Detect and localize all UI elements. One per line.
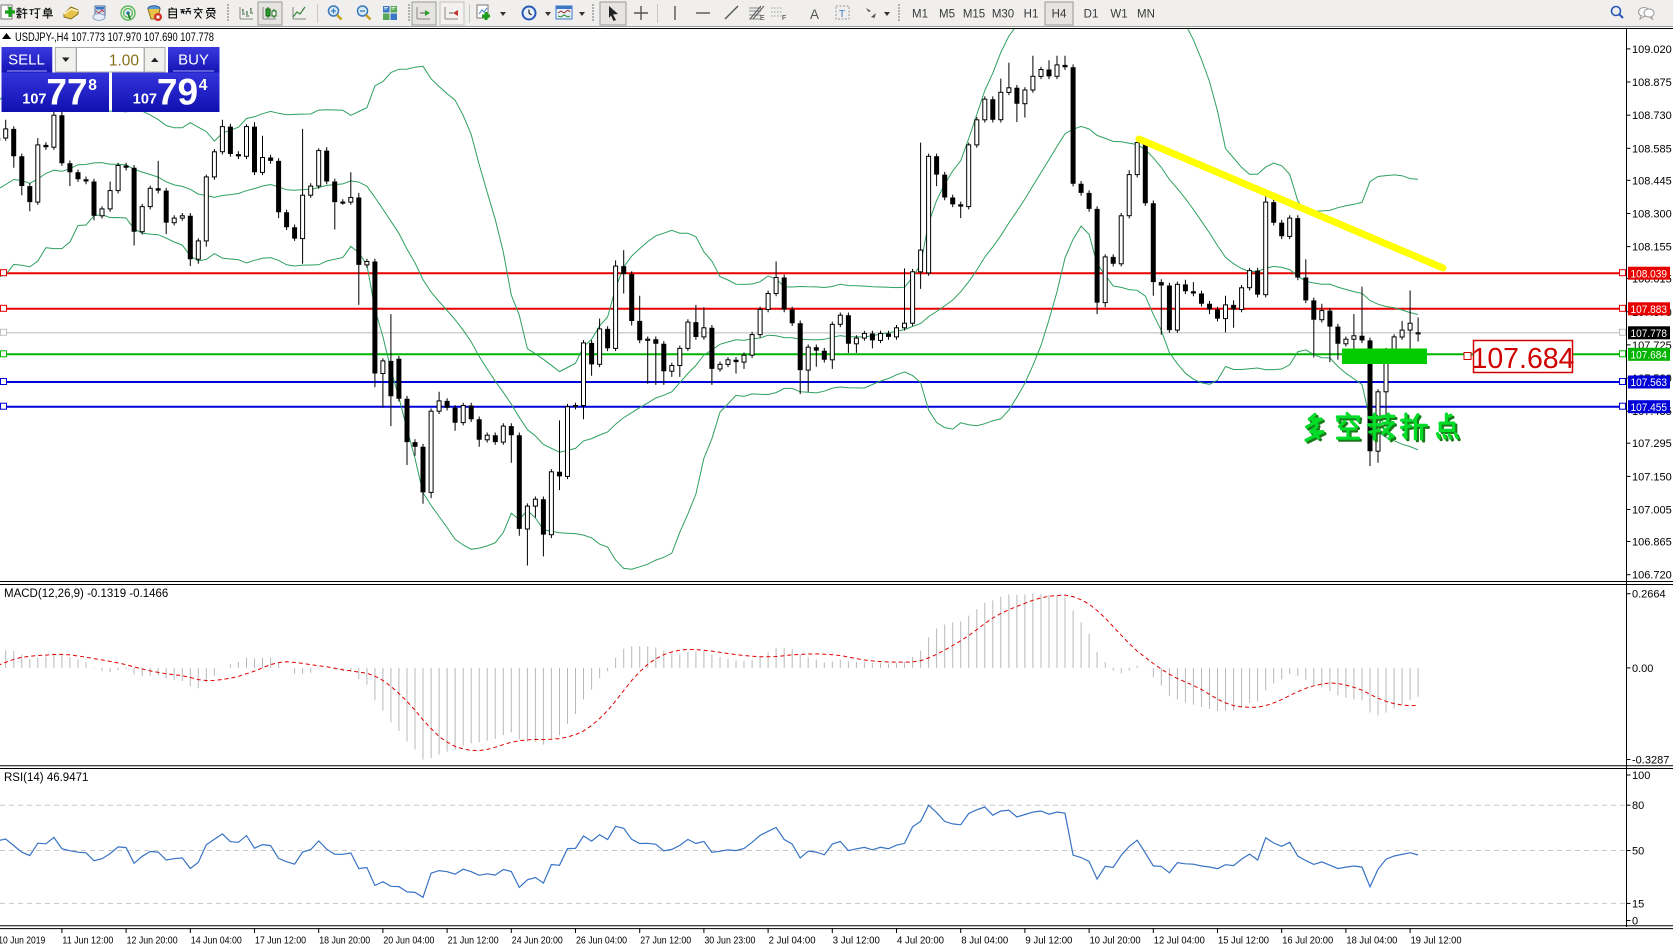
- svg-text:107.295: 107.295: [1632, 438, 1672, 450]
- svg-text:18 Jul 04:00: 18 Jul 04:00: [1346, 935, 1397, 947]
- svg-text:-0.3287: -0.3287: [1632, 755, 1669, 767]
- svg-text:MN: MN: [1137, 9, 1155, 21]
- svg-text:10 Jun 2019: 10 Jun 2019: [0, 935, 45, 947]
- svg-text:24 Jun 20:00: 24 Jun 20:00: [512, 935, 563, 947]
- svg-text:108.875: 108.875: [1632, 77, 1672, 89]
- svg-text:0.2664: 0.2664: [1632, 589, 1666, 601]
- svg-text:106.865: 106.865: [1632, 537, 1672, 549]
- svg-text:107.778: 107.778: [1631, 328, 1668, 340]
- svg-text:W1: W1: [1110, 9, 1127, 21]
- svg-text:H4: H4: [1052, 9, 1067, 21]
- svg-text:M30: M30: [992, 9, 1014, 21]
- svg-text:27 Jun 12:00: 27 Jun 12:00: [640, 935, 691, 947]
- svg-text:0.00: 0.00: [1632, 663, 1653, 675]
- svg-text:108.730: 108.730: [1632, 110, 1672, 122]
- svg-text:107.563: 107.563: [1631, 377, 1668, 389]
- svg-text:F: F: [782, 15, 786, 22]
- svg-text:D1: D1: [1084, 9, 1099, 21]
- svg-text:19 Jul 12:00: 19 Jul 12:00: [1411, 935, 1462, 947]
- svg-text:107.684: 107.684: [1471, 343, 1574, 375]
- svg-text:50: 50: [1632, 846, 1644, 858]
- svg-text:79: 79: [157, 72, 198, 113]
- svg-text:RSI(14) 46.9471: RSI(14) 46.9471: [4, 772, 88, 784]
- svg-text:17 Jun 12:00: 17 Jun 12:00: [255, 935, 306, 947]
- svg-text:108.155: 108.155: [1632, 242, 1672, 254]
- svg-text:8 Jul 04:00: 8 Jul 04:00: [961, 935, 1008, 947]
- svg-text:3 Jul 12:00: 3 Jul 12:00: [833, 935, 880, 947]
- svg-text:4: 4: [199, 77, 208, 94]
- svg-text:M1: M1: [912, 9, 928, 21]
- svg-text:0: 0: [1632, 916, 1638, 928]
- svg-text:30 Jun 23:00: 30 Jun 23:00: [704, 935, 755, 947]
- svg-text:M5: M5: [939, 9, 955, 21]
- svg-text:M15: M15: [963, 9, 985, 21]
- svg-text:SELL: SELL: [8, 52, 45, 69]
- svg-text:14 Jun 04:00: 14 Jun 04:00: [191, 935, 242, 947]
- svg-text:12 Jun 20:00: 12 Jun 20:00: [127, 935, 178, 947]
- svg-text:107.150: 107.150: [1632, 471, 1672, 483]
- svg-text:18 Jun 20:00: 18 Jun 20:00: [319, 935, 370, 947]
- svg-text:11 Jun 12:00: 11 Jun 12:00: [62, 935, 113, 947]
- svg-text:80: 80: [1632, 800, 1644, 812]
- svg-text:2 Jul 04:00: 2 Jul 04:00: [769, 935, 816, 947]
- svg-text:4 Jul 20:00: 4 Jul 20:00: [897, 935, 944, 947]
- svg-text:77: 77: [46, 72, 87, 113]
- svg-text:BUY: BUY: [178, 52, 209, 69]
- svg-text:E: E: [760, 15, 765, 22]
- svg-text:107.455: 107.455: [1631, 402, 1668, 414]
- svg-text:107: 107: [133, 92, 157, 108]
- svg-text:H1: H1: [1024, 9, 1039, 21]
- svg-text:12 Jul 04:00: 12 Jul 04:00: [1154, 935, 1205, 947]
- svg-text:20 Jun 04:00: 20 Jun 04:00: [383, 935, 434, 947]
- svg-text:16 Jul 20:00: 16 Jul 20:00: [1282, 935, 1333, 947]
- svg-text:9 Jul 12:00: 9 Jul 12:00: [1025, 935, 1072, 947]
- svg-text:107.005: 107.005: [1632, 505, 1672, 517]
- svg-text:A: A: [810, 7, 819, 22]
- svg-text:8: 8: [88, 77, 97, 94]
- svg-text:108.300: 108.300: [1632, 209, 1672, 221]
- svg-text:109.020: 109.020: [1632, 44, 1672, 56]
- svg-text:15 Jul 12:00: 15 Jul 12:00: [1218, 935, 1269, 947]
- svg-text:108.585: 108.585: [1632, 143, 1672, 155]
- svg-text:MACD(12,26,9) -0.1319 -0.1466: MACD(12,26,9) -0.1319 -0.1466: [4, 588, 168, 600]
- svg-text:26 Jun 04:00: 26 Jun 04:00: [576, 935, 627, 947]
- svg-text:107: 107: [22, 92, 46, 108]
- svg-text:T: T: [839, 9, 845, 20]
- svg-text:1.00: 1.00: [109, 53, 140, 70]
- svg-text:21 Jun 12:00: 21 Jun 12:00: [448, 935, 499, 947]
- svg-text:108.039: 108.039: [1631, 268, 1668, 280]
- svg-text:10 Jul 20:00: 10 Jul 20:00: [1090, 935, 1141, 947]
- svg-text:108.445: 108.445: [1632, 175, 1672, 187]
- svg-text:107.883: 107.883: [1631, 304, 1668, 316]
- svg-text:106.720: 106.720: [1632, 570, 1672, 582]
- svg-text:107.684: 107.684: [1631, 350, 1668, 362]
- svg-text:USDJPY-,H4 107.773 107.970 10: USDJPY-,H4 107.773 107.970 107.690 107.7…: [15, 32, 214, 44]
- svg-text:15: 15: [1632, 898, 1644, 910]
- svg-text:100: 100: [1632, 770, 1650, 782]
